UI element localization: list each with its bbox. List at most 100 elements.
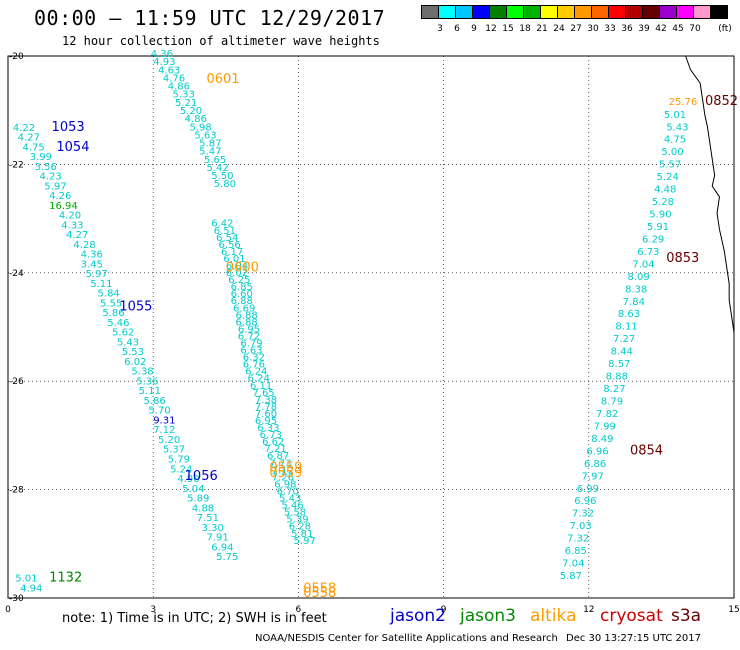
wave-height-label: 9.31 [153,415,175,426]
pass-time-label: 1053 [52,120,85,135]
wave-height-label: 6.96 [586,446,608,457]
wave-height-label: 4.23 [39,172,61,183]
wave-height-label: 5.90 [649,210,671,221]
scale-label: 9 [471,24,477,34]
wave-height-label: 8.79 [601,397,623,408]
scale-unit: (ft) [718,24,732,34]
scale-label: 21 [536,24,548,34]
wave-height-label: 6.87 [267,451,289,462]
wave-height-label: 5.39 [286,515,308,526]
wave-height-label: 6.79 [240,339,262,350]
legend-cryosat: cryosat [600,606,663,626]
map-frame [7,55,735,599]
wave-height-label: 5.04 [182,484,204,495]
wave-height-label: 8.11 [615,322,637,333]
legend-s3a: s3a [671,606,702,626]
wave-height-label: 3.56 [35,162,57,173]
wave-height-label: 8.57 [608,359,630,370]
wave-height-label: 6.88 [235,310,257,321]
wave-height-label: 8.38 [625,284,647,295]
scale-label: 36 [621,24,633,34]
wave-height-label: 5.11 [139,386,161,397]
wave-height-label: 5.38 [131,367,153,378]
wave-height-label: 5.55 [100,298,122,309]
wave-height-label: 5.58 [284,508,306,519]
wave-height-label: 4.22 [13,123,35,134]
wave-height-label: 6.29 [642,234,664,245]
wave-height-label: 5.28 [652,197,674,208]
wave-height-label: 7.97 [582,471,604,482]
wave-height-label: 5.50 [211,171,233,182]
wave-height-label: 8.88 [606,372,628,383]
scale-label: 70 [689,24,701,34]
wave-height-label: 5.36 [136,376,158,387]
wave-height-label: 5.80 [214,179,236,190]
y-tick-label: -26 [9,377,24,387]
x-tick-label: 6 [296,605,302,615]
wave-height-label: 7.73 [269,458,291,469]
wave-height-label: 5.57 [659,160,681,171]
pass-time-label: 0558 [303,582,336,597]
wave-height-label: 6.33 [257,423,279,434]
wave-height-label: 4.75 [664,135,686,146]
wave-height-label: 6.72 [238,331,260,342]
wave-height-label: 5.00 [661,147,683,158]
pass-time-label: 1054 [56,140,89,155]
pass-time-label: 0559 [269,461,302,476]
wave-height-label: 7.51 [197,513,219,524]
wave-height-label: 7.38 [255,395,277,406]
legend-jason2: jason2 [390,606,446,626]
wave-height-label: 5.46 [281,501,303,512]
wave-height-label: 6.11 [250,381,272,392]
wave-height-label: 5.33 [173,90,195,101]
pass-time-label: 1132 [49,571,82,586]
wave-height-label: 4.63 [158,65,180,76]
wave-height-label: 5.87 [560,571,582,582]
wave-height-label: 4.26 [49,191,71,202]
wave-height-label: 6.69 [233,303,255,314]
wave-height-label: 4.76 [163,73,185,84]
wave-height-label: 5.11 [90,279,112,290]
wave-height-label: 5.75 [216,552,238,563]
pass-time-label: 0600 [226,261,259,276]
wave-height-label: 7.78 [255,402,277,413]
wave-height-label: 6.95 [255,416,277,427]
wave-height-label: 6.73 [260,430,282,441]
wave-height-label: 5.97 [85,269,107,280]
wave-height-label: 5.20 [158,435,180,446]
wave-height-label: 8.63 [618,309,640,320]
wave-height-label: 5.01 [15,574,37,585]
pass-time-label: 0601 [206,72,239,87]
legend-altika: altika [530,606,577,626]
wave-height-label: 4.88 [192,503,214,514]
wave-height-label: 5.86 [102,308,124,319]
wave-height-label: 4.36 [151,49,173,60]
wave-height-label: 3.30 [202,523,224,534]
x-tick-label: 0 [5,605,11,615]
wave-height-label: 6.88 [231,296,253,307]
wave-height-label: 6.63 [240,346,262,357]
wave-height-label: 7.82 [596,409,618,420]
wave-height-label: 6.02 [124,357,146,368]
wave-height-label: 7.91 [206,533,228,544]
wave-height-label: 6.42 [211,219,233,230]
wave-height-label: 7.12 [153,425,175,436]
scale-label: 27 [570,24,582,34]
wave-height-label: 8.09 [628,272,650,283]
scale-label: 42 [655,24,667,34]
wave-height-label: 6.99 [577,484,599,495]
wave-height-label: 6.01 [223,254,245,265]
wave-height-label: 5.01 [664,110,686,121]
wave-height-label: 5.89 [187,494,209,505]
wave-height-label: 5.24 [170,464,192,475]
wave-height-label: 6.62 [262,437,284,448]
wave-height-label: 5.87 [199,139,221,150]
wave-height-label: 6.02 [226,268,248,279]
wave-height-label: 6.76 [243,360,265,371]
wave-height-label: 6.94 [211,542,233,553]
wave-height-label: 6.88 [235,317,257,328]
pass-time-label: 0853 [666,251,699,266]
wave-height-label: 5.47 [199,147,221,158]
wave-height-label: 4.28 [73,240,95,251]
